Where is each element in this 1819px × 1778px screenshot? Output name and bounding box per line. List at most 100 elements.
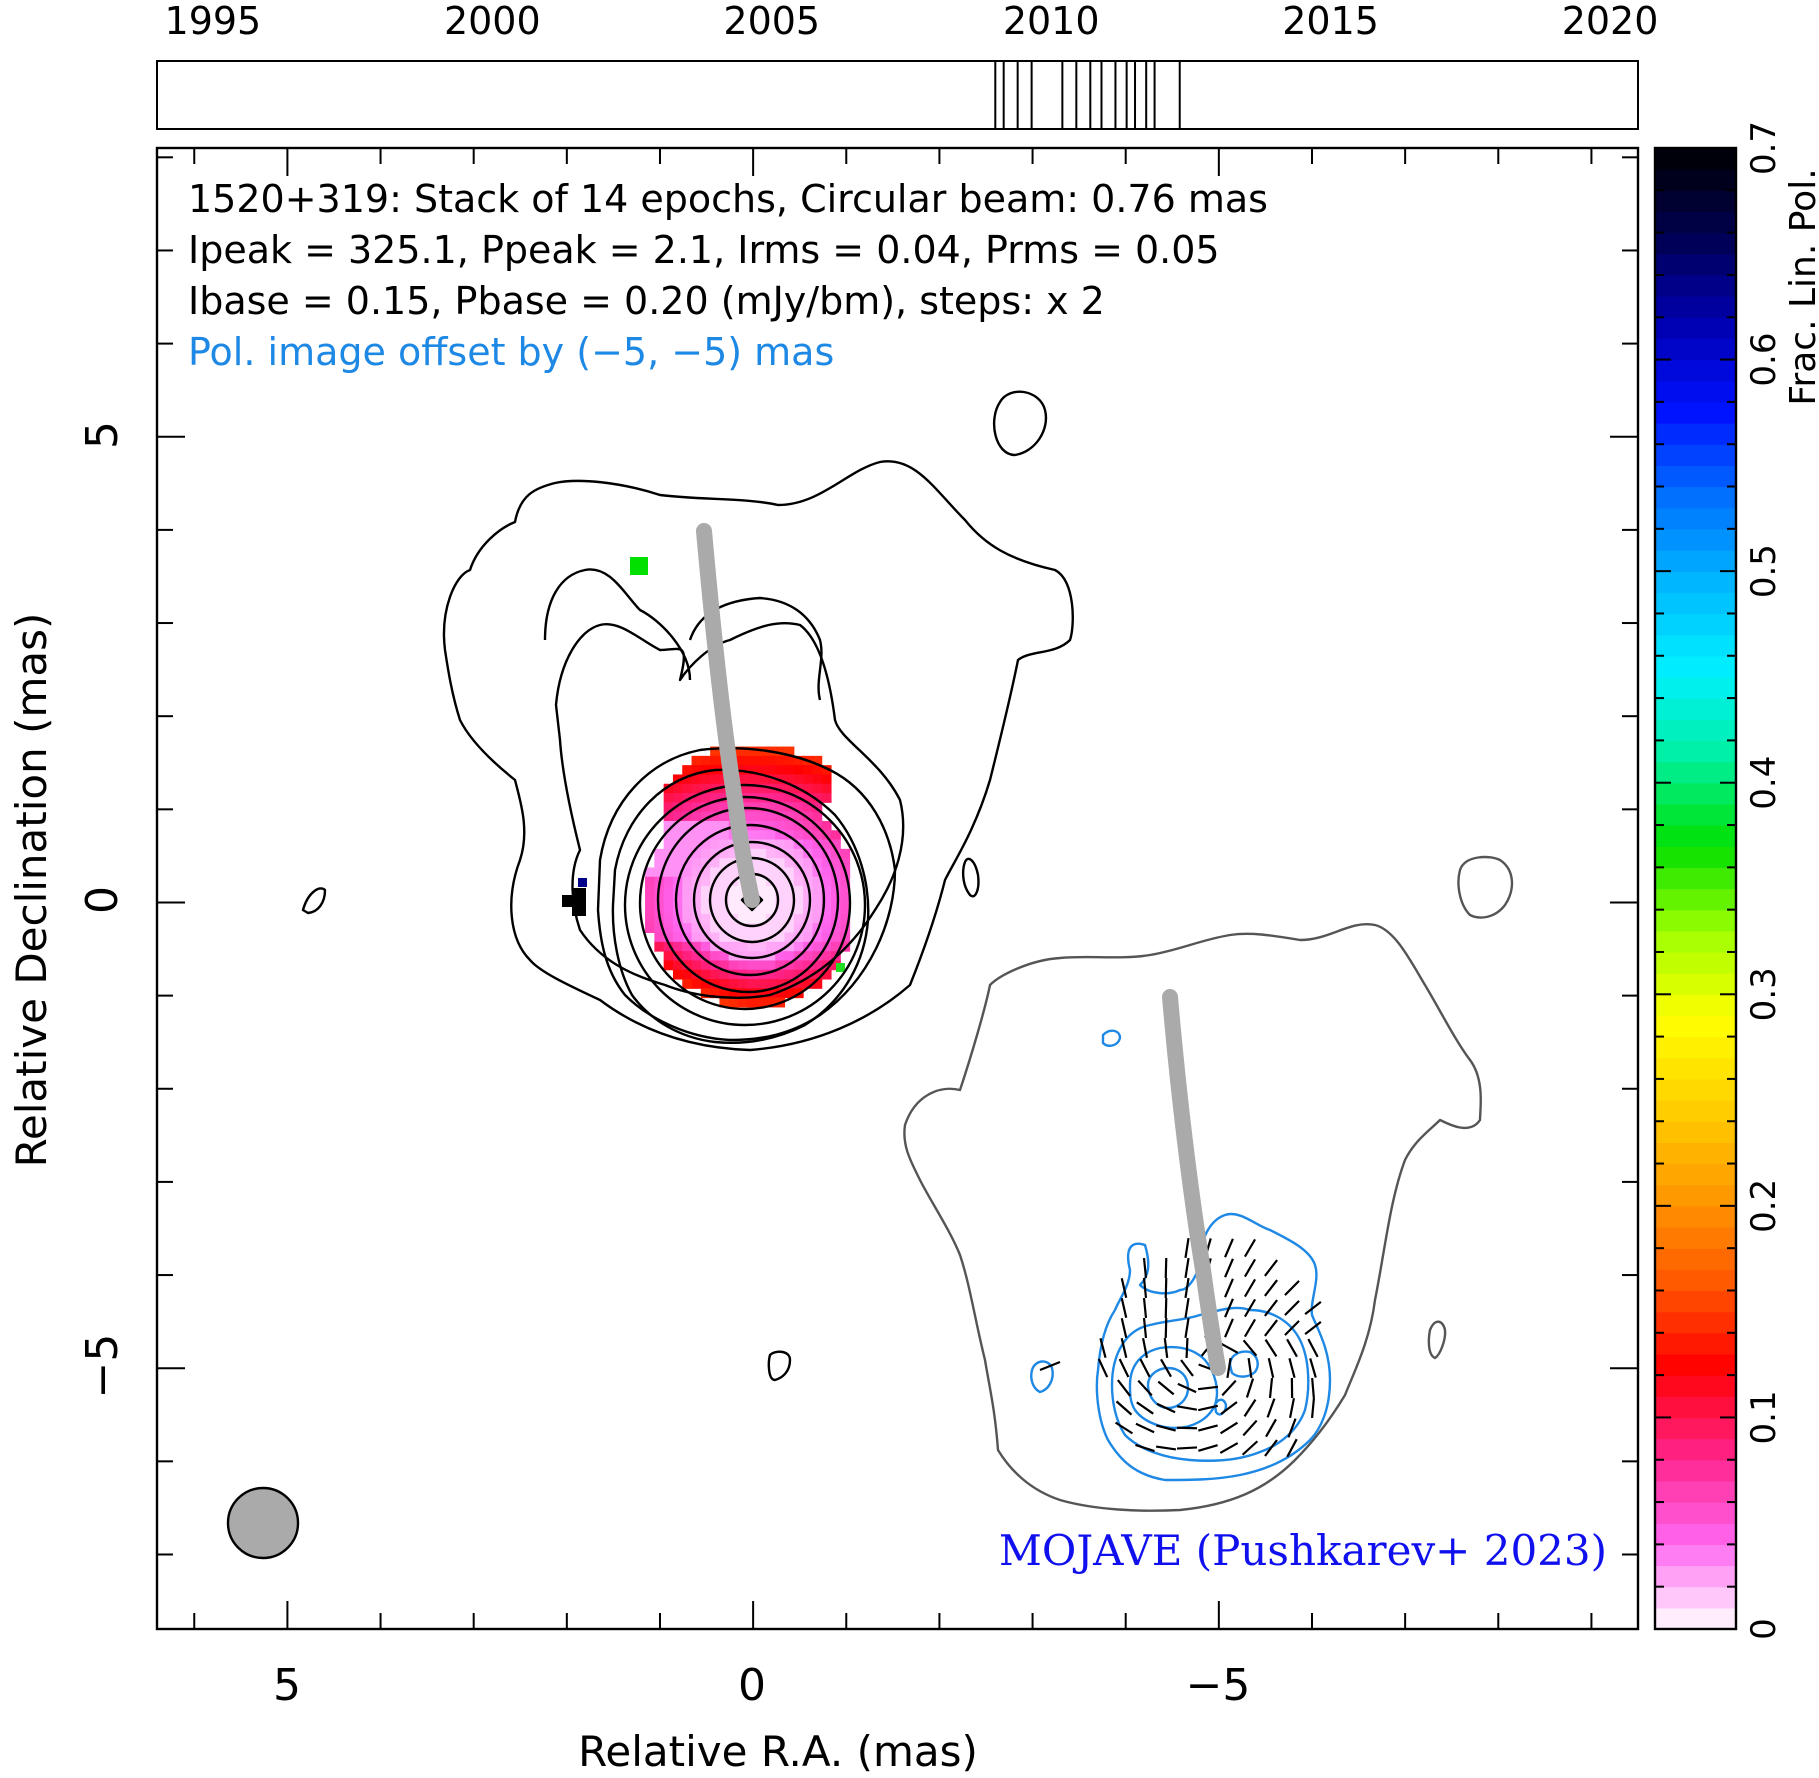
fpol-pixel (682, 904, 693, 915)
fpol-pixel (831, 932, 841, 943)
fpol-pixel (738, 932, 748, 943)
fpol-pixel (756, 746, 767, 757)
fpol-pixel (793, 904, 804, 915)
evpa-tick (1311, 1377, 1315, 1399)
fpol-pixel (775, 848, 786, 859)
fpol-pixel (747, 783, 758, 794)
fpol-pixel (775, 765, 786, 775)
evpa-tick (1039, 1360, 1061, 1372)
fpol-pixel (663, 820, 674, 831)
fpol-pixel (784, 923, 795, 934)
colorbar-tick-label: 0.2 (1744, 1179, 1784, 1233)
fpol-pixel (719, 913, 730, 924)
colorbar-band (1655, 846, 1736, 868)
fpol-pixel (700, 979, 711, 989)
fpol-pixel (756, 830, 767, 841)
fpol-pixel (803, 765, 813, 775)
fpol-pixel (691, 867, 702, 878)
colorbar-band (1655, 592, 1736, 615)
fpol-pixel (747, 923, 758, 934)
colorbar-band (1655, 401, 1736, 424)
fpol-pixel (645, 895, 655, 906)
fpol-pixel (765, 988, 776, 999)
fpol-pixel (821, 774, 832, 785)
fpol-pixel (831, 839, 841, 850)
fpol-pixel (672, 820, 683, 831)
timeline-year-label: 1995 (165, 0, 262, 43)
evpa-tick (1243, 1298, 1257, 1318)
contour-i-1 (442, 460, 1074, 1052)
contour-p-island-a (1101, 1029, 1122, 1047)
colorbar-band (1655, 909, 1736, 932)
fpol-pixel (672, 895, 683, 906)
evpa-tick (1286, 1438, 1298, 1458)
fpol-pixel (765, 755, 776, 766)
fpol-pixel (803, 830, 813, 841)
fpol-pixel (765, 895, 776, 906)
fpol-pixel (672, 793, 683, 803)
fpol-pixel (682, 830, 693, 841)
fpol-pixel (784, 951, 795, 961)
fpol-pixel (691, 848, 702, 859)
fpol-pixel (765, 848, 776, 859)
contour-p-island-b (1030, 1360, 1054, 1394)
offset-note: Pol. image offset by (−5, −5) mas (188, 330, 834, 374)
fpol-pixel (710, 895, 720, 906)
fpol-pixel (831, 941, 841, 952)
fpol-pixel (700, 923, 711, 934)
fpol-pixel (700, 932, 711, 943)
evpa-tick (1164, 1257, 1168, 1279)
fpol-pixel (719, 876, 730, 887)
fpol-pixel (691, 793, 702, 803)
fpol-pixel (710, 867, 720, 878)
fpol-pixel (775, 913, 786, 924)
fpol-pixel (682, 774, 693, 785)
evpa-tick (1114, 1421, 1134, 1435)
fpol-pixel (812, 886, 823, 896)
evpa-tick (1142, 1317, 1148, 1339)
evpa-tick (1288, 1397, 1296, 1419)
evpa-tick (1243, 1278, 1257, 1298)
fpol-pixel (821, 913, 832, 924)
fpol-pixel (793, 886, 804, 896)
fpol-pixel (645, 876, 655, 887)
evpa-tick (1219, 1421, 1239, 1435)
evpa-tick (1184, 1237, 1190, 1259)
colorbar-band (1655, 232, 1736, 255)
fpol-pixel (775, 988, 786, 999)
evpa-tick (1180, 1359, 1194, 1377)
evpa-tick (1220, 1401, 1238, 1415)
fpol-pixel (663, 951, 674, 961)
fpol-pixel (784, 765, 795, 775)
fpol-pixel (738, 783, 748, 794)
fpol-pixel (793, 848, 804, 859)
fpol-pixel (812, 951, 823, 961)
fpol-pixel (719, 802, 730, 813)
colorbar-band (1655, 507, 1736, 530)
fpol-pixel (812, 774, 823, 785)
timeline-year-label: 2010 (1003, 0, 1100, 43)
fpol-pixel (700, 988, 711, 999)
fpol-pixel (672, 811, 683, 822)
evpa-tick (1224, 1298, 1234, 1318)
evpa-tick (1185, 1337, 1189, 1359)
fpol-pixel (840, 923, 851, 934)
fpol-pixel (700, 802, 711, 813)
fpol-pixel (682, 793, 693, 803)
fpol-pixel (672, 839, 683, 850)
fpol-pixel (691, 765, 702, 775)
fpol-pixel (812, 802, 823, 813)
fpol-pixel (756, 802, 767, 813)
fpol-pixel (765, 904, 776, 915)
colorbar-ticks (1655, 147, 1736, 1630)
fpol-pixel (784, 932, 795, 943)
fpol-pixel (756, 988, 767, 999)
fpol-pixel (700, 876, 711, 887)
y-tick-label-0: 0 (77, 886, 128, 914)
colorbar-band (1655, 1565, 1736, 1588)
fpol-pixel (775, 923, 786, 934)
fpol-pixel (747, 988, 758, 999)
fpol-pixel (654, 941, 665, 952)
x-tick-label-0: 0 (738, 1660, 766, 1711)
fpol-pixel (775, 969, 786, 980)
